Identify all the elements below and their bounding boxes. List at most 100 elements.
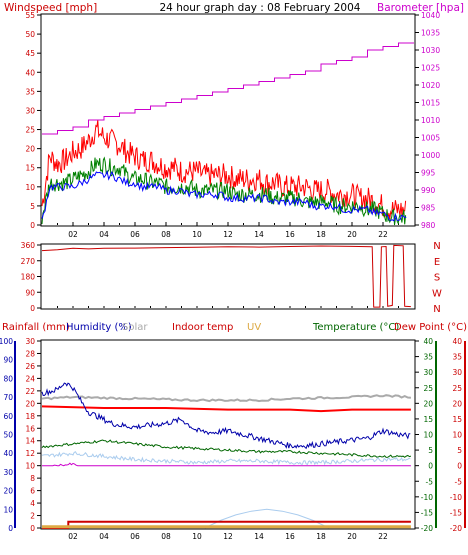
dew-tick-label: 25 [452,384,462,393]
chart-title: 24 hour graph day : 08 February 2004 [160,2,361,14]
x-tick-label: 20 [347,532,357,541]
temp-tick-label: 30 [423,368,433,377]
solar-line [41,451,411,466]
baro-tick-label: 1010 [421,116,440,125]
x-tick-label: 12 [223,532,233,541]
humidity-tick-label: 0 [8,524,13,533]
temp-panel-frame [40,339,416,530]
wind-tick-label: 25 [25,126,35,135]
dew-tick-label: 0 [457,462,462,471]
barometer-axis-label: Barometer [hpa] [377,2,464,14]
compass-label: N [433,241,440,252]
x-tick-label: 14 [254,532,264,541]
rainfall-label: Rainfall (mm) [2,322,70,333]
rain-tick-label: 26 [25,362,35,371]
humidity-tick-label: 80 [3,374,13,383]
windspeed-axis-label: Windspeed [mph] [4,2,97,14]
compass-label: W [432,288,442,299]
x-tick-label: 22 [378,230,388,239]
wind-tick-label: 35 [25,87,35,96]
rain-tick-label: 4 [30,499,35,508]
humidity-label: Humidity (%) [66,322,132,333]
x-tick-label: 18 [316,230,326,239]
humidity-tick-label: 100 [0,337,13,346]
dew-tick-label: -20 [450,524,462,533]
temp-tick-label: -20 [421,524,433,533]
temp-tick-label: -15 [421,508,433,517]
baro-tick-label: 1030 [421,46,440,55]
indoor-humidity-line [41,394,411,403]
baro-tick-label: 1035 [421,29,440,38]
dew-tick-label: -15 [450,508,462,517]
rain-tick-label: 22 [25,387,35,396]
humidity-line [41,382,411,450]
barometer-line [42,42,414,135]
x-tick-label: 18 [316,532,326,541]
temp-tick-label: -10 [421,493,433,502]
temperature-line [41,439,412,458]
rain-tick-label: 6 [30,487,35,496]
dir-tick-label: 90 [25,288,35,297]
wind-tick-label: 0 [30,221,35,230]
dew-point-line [42,462,411,467]
dir-tick-label: 0 [30,304,35,313]
dew-tick-label: 35 [452,353,462,362]
compass-label: S [434,273,440,284]
humidity-tick-label: 20 [3,487,13,496]
x-tick-label: 16 [285,532,295,541]
compass-label: E [434,257,440,268]
compass-label: N [433,304,440,315]
temp-tick-label: 25 [423,384,433,393]
wind-tick-label: 55 [25,11,35,20]
dew-tick-label: -10 [450,493,462,502]
rain-tick-label: 10 [25,462,35,471]
dew-tick-label: 30 [452,368,462,377]
baro-tick-label: 1040 [421,11,440,20]
baro-tick-label: 980 [421,221,436,230]
x-tick-label: 12 [223,230,233,239]
dew-tick-label: 5 [457,446,462,455]
x-tick-label: 06 [130,532,140,541]
direction-panel-frame [40,243,416,310]
temp-tick-label: 15 [423,415,433,424]
wind-tick-label: 10 [25,183,35,192]
temp-tick-label: -5 [426,477,434,486]
indoor-temp-label: Indoor temp [172,322,233,333]
baro-tick-label: 1025 [421,64,440,73]
temp-tick-label: 10 [423,431,433,440]
x-tick-label: 14 [254,230,264,239]
baro-tick-label: 1000 [421,151,440,160]
humidity-tick-label: 90 [3,356,13,365]
indoor-temp-line [41,405,411,413]
baro-tick-label: 1005 [421,134,440,143]
baro-tick-label: 990 [421,186,436,195]
x-tick-label: 04 [99,230,109,239]
x-tick-label: 02 [68,532,78,541]
x-tick-label: 10 [192,532,202,541]
rain-tick-label: 2 [30,512,35,521]
temp-tick-label: 20 [423,399,433,408]
humidity-tick-label: 70 [3,393,13,402]
wind-tick-label: 5 [30,202,35,211]
wind-speed-line [41,169,407,222]
temp-tick-label: 0 [428,462,433,471]
humidity-tick-label: 60 [3,412,13,421]
wind-tick-label: 20 [25,145,35,154]
wind-tick-label: 15 [25,164,35,173]
dew-tick-label: 15 [452,415,462,424]
rain-tick-label: 18 [25,412,35,421]
temperature-label: Temperature (°C) [312,322,399,333]
wind-tick-label: 50 [25,30,35,39]
solar-radiation-curve [204,508,330,529]
rain-tick-label: 30 [25,337,35,346]
dir-tick-label: 360 [21,241,36,250]
x-tick-label: 06 [130,230,140,239]
x-tick-label: 02 [68,230,78,239]
wind-average-line [41,156,407,226]
rain-tick-label: 14 [25,437,35,446]
dew-tick-label: 10 [452,431,462,440]
dew-tick-label: 20 [452,399,462,408]
wind-tick-label: 30 [25,106,35,115]
baro-tick-label: 1015 [421,99,440,108]
dew-tick-label: -5 [455,477,463,486]
